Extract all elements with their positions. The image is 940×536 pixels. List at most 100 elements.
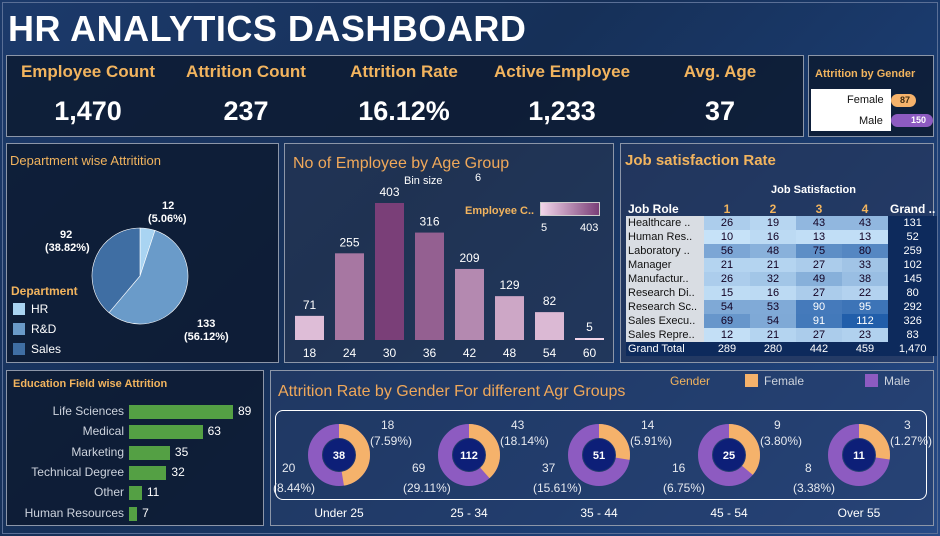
job-row: Sales Repre.. 12 21 27 23 83 bbox=[626, 328, 938, 342]
legend-label-sales: Sales bbox=[31, 342, 62, 356]
donut-female-arc bbox=[698, 424, 760, 486]
job-value-cell: 16 bbox=[750, 230, 796, 244]
job-row: Research Sc.. 54 53 90 95 292 bbox=[626, 300, 938, 314]
education-label: Technical Degree bbox=[31, 464, 124, 479]
age-tick-label: 30 bbox=[383, 346, 397, 360]
education-label: Human Resources bbox=[24, 505, 124, 520]
gender-label-bg bbox=[811, 89, 891, 131]
donut-center bbox=[843, 439, 875, 471]
age-bar bbox=[535, 312, 564, 340]
job-grand-total-row: Grand Total 289 280 442 459 1,470 bbox=[626, 342, 938, 356]
legend-label-hr: HR bbox=[31, 302, 49, 316]
job-value-cell: 56 bbox=[704, 244, 750, 258]
job-row: Manager 21 21 27 33 102 bbox=[626, 258, 938, 272]
donuts-title: Attrition Rate by Gender For different A… bbox=[278, 383, 626, 400]
job-value-cell: 80 bbox=[842, 244, 888, 258]
department-legend-title: Department bbox=[11, 284, 78, 298]
donut-female-count: 43 bbox=[511, 418, 525, 432]
education-value: 32 bbox=[171, 464, 185, 479]
education-bar bbox=[129, 425, 203, 440]
donut-group-label: 35 - 44 bbox=[580, 506, 618, 520]
donut-chart: 25 bbox=[698, 424, 760, 486]
job-role-cell: Human Res.. bbox=[626, 230, 704, 244]
age-bar-value: 255 bbox=[339, 235, 359, 249]
donut-center bbox=[323, 439, 355, 471]
donut-female-arc bbox=[438, 424, 500, 486]
kpi-active-employee: Active Employee 1,233 bbox=[482, 62, 642, 127]
age-bar-value: 316 bbox=[419, 215, 439, 229]
job-value-cell: 21 bbox=[750, 258, 796, 272]
job-value-cell: 48 bbox=[750, 244, 796, 258]
donut-male-pct: (3.38%) bbox=[793, 481, 836, 495]
age-legend-max: 403 bbox=[580, 222, 599, 234]
job-role-cell: Healthcare .. bbox=[626, 216, 704, 230]
donut-male-pct: (6.75%) bbox=[663, 481, 706, 495]
donut-center bbox=[583, 439, 615, 471]
education-label: Life Sciences bbox=[52, 404, 124, 418]
pie-label-rnd-count: 133 bbox=[197, 318, 216, 330]
donut-female-pct: (7.59%) bbox=[370, 434, 413, 448]
donut-chart: 51 bbox=[568, 424, 630, 486]
pie-label-hr-count: 12 bbox=[162, 200, 175, 212]
donut-female-arc bbox=[828, 424, 890, 486]
job-value-cell: 27 bbox=[796, 258, 842, 272]
job-header-col: 3 bbox=[815, 202, 823, 216]
job-role-cell: Research Sc.. bbox=[626, 300, 704, 314]
legend-swatch-female bbox=[745, 374, 758, 387]
donut-male-pct: (8.44%) bbox=[273, 481, 316, 495]
job-value-cell: 91 bbox=[796, 314, 842, 328]
job-value-cell: 33 bbox=[842, 258, 888, 272]
donut-center bbox=[713, 439, 745, 471]
education-label: Marketing bbox=[71, 444, 124, 459]
age-tick-label: 54 bbox=[543, 346, 557, 360]
job-total-cell: 326 bbox=[888, 314, 938, 328]
gender-panel: Attrition by Gender Female Male 87 150 bbox=[808, 55, 934, 137]
age-bar-value: 82 bbox=[543, 294, 557, 308]
job-value-cell: 49 bbox=[796, 272, 842, 286]
age-title: No of Employee by Age Group bbox=[293, 155, 510, 172]
gender-title: Attrition by Gender bbox=[815, 68, 916, 80]
age-bar-value: 71 bbox=[303, 298, 317, 312]
donut-female-pct: (18.14%) bbox=[500, 434, 549, 448]
age-bar bbox=[495, 296, 524, 340]
job-value-cell: 53 bbox=[750, 300, 796, 314]
job-role-cell: Sales Repre.. bbox=[626, 328, 704, 342]
education-value: 89 bbox=[238, 404, 252, 418]
job-value-cell: 21 bbox=[750, 328, 796, 342]
job-value-cell: 95 bbox=[842, 300, 888, 314]
donut-total: 38 bbox=[333, 450, 345, 462]
job-value-cell: 54 bbox=[750, 314, 796, 328]
donut-total: 25 bbox=[723, 450, 735, 462]
age-tick-label: 18 bbox=[303, 346, 317, 360]
donut-female-pct: (3.80%) bbox=[760, 434, 803, 448]
gender-bar-female bbox=[891, 94, 916, 107]
job-value-cell: 22 bbox=[842, 286, 888, 300]
education-title: Education Field wise Attrition bbox=[13, 378, 168, 390]
job-value-cell: 10 bbox=[704, 230, 750, 244]
education-bar bbox=[129, 486, 142, 501]
job-value-cell: 90 bbox=[796, 300, 842, 314]
job-total-cell: 145 bbox=[888, 272, 938, 286]
kpi-label: Attrition Rate bbox=[350, 62, 458, 81]
donut-male-count: 20 bbox=[282, 461, 296, 475]
education-value: 63 bbox=[207, 424, 221, 439]
job-title: Job satisfaction Rate bbox=[625, 152, 776, 169]
department-pie bbox=[91, 227, 189, 325]
education-bar bbox=[129, 465, 167, 480]
job-value-cell: 459 bbox=[842, 342, 888, 356]
age-bar bbox=[335, 253, 364, 340]
job-total-cell: 292 bbox=[888, 300, 938, 314]
kpi-value: 16.12% bbox=[358, 96, 450, 126]
pie-label-rnd-pct: (56.12%) bbox=[184, 331, 229, 343]
job-role-cell: Manager bbox=[626, 258, 704, 272]
job-value-cell: 69 bbox=[704, 314, 750, 328]
donut-male-pct: (29.11%) bbox=[403, 481, 451, 495]
education-value: 11 bbox=[146, 485, 160, 500]
job-total-cell: 80 bbox=[888, 286, 938, 300]
education-value: 35 bbox=[174, 444, 189, 459]
age-bar-value: 129 bbox=[499, 278, 519, 292]
kpi-value: 1,233 bbox=[528, 96, 596, 126]
donut-group-label: Over 55 bbox=[837, 506, 881, 520]
legend-swatch-male bbox=[865, 374, 878, 387]
donut-female-count: 18 bbox=[381, 418, 395, 432]
